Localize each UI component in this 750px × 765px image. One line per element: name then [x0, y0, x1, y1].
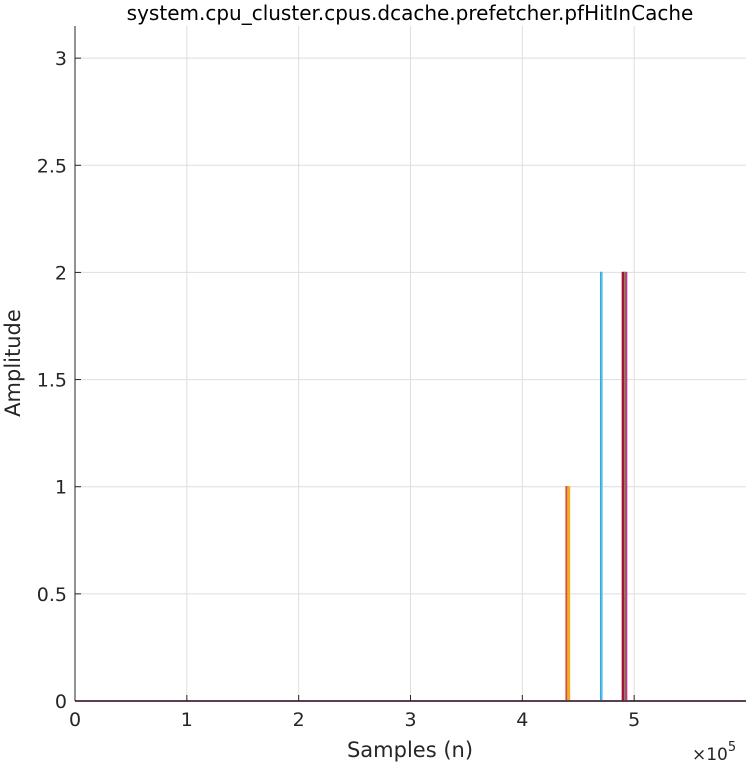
x-tick-label: 1	[181, 709, 193, 731]
spike-point	[565, 486, 568, 488]
x-tick-label: 5	[628, 709, 640, 731]
x-tick-label: 2	[293, 709, 305, 731]
spike-point	[600, 271, 603, 274]
x-exponent-multiplier: ×10	[692, 745, 728, 765]
grid	[75, 26, 746, 701]
y-tick-label: 0	[55, 691, 67, 713]
x-exponent-power: 5	[728, 740, 736, 755]
ticks: 0 1 2 3 4 5 0 0.5 1 1.5 2 2.5 3	[37, 48, 640, 731]
y-tick-label: 1	[55, 477, 67, 499]
x-exponent-label: ×105	[692, 740, 736, 765]
x-tick-label: 0	[69, 709, 81, 731]
spike-point	[625, 271, 627, 274]
x-axis-label: Samples (n)	[347, 738, 473, 762]
y-tick-label: 0.5	[37, 584, 67, 606]
spike-point	[622, 271, 624, 274]
chart-title: system.cpu_cluster.cpus.dcache.prefetche…	[127, 1, 694, 25]
spike-point	[568, 486, 570, 488]
y-tick-label: 2.5	[37, 155, 67, 177]
x-tick-label: 4	[516, 709, 528, 731]
y-axis-label: Amplitude	[1, 309, 25, 417]
y-tick-label: 3	[55, 48, 67, 70]
y-tick-label: 1.5	[37, 370, 67, 392]
x-tick-label: 3	[404, 709, 416, 731]
y-tick-label: 2	[55, 262, 67, 284]
